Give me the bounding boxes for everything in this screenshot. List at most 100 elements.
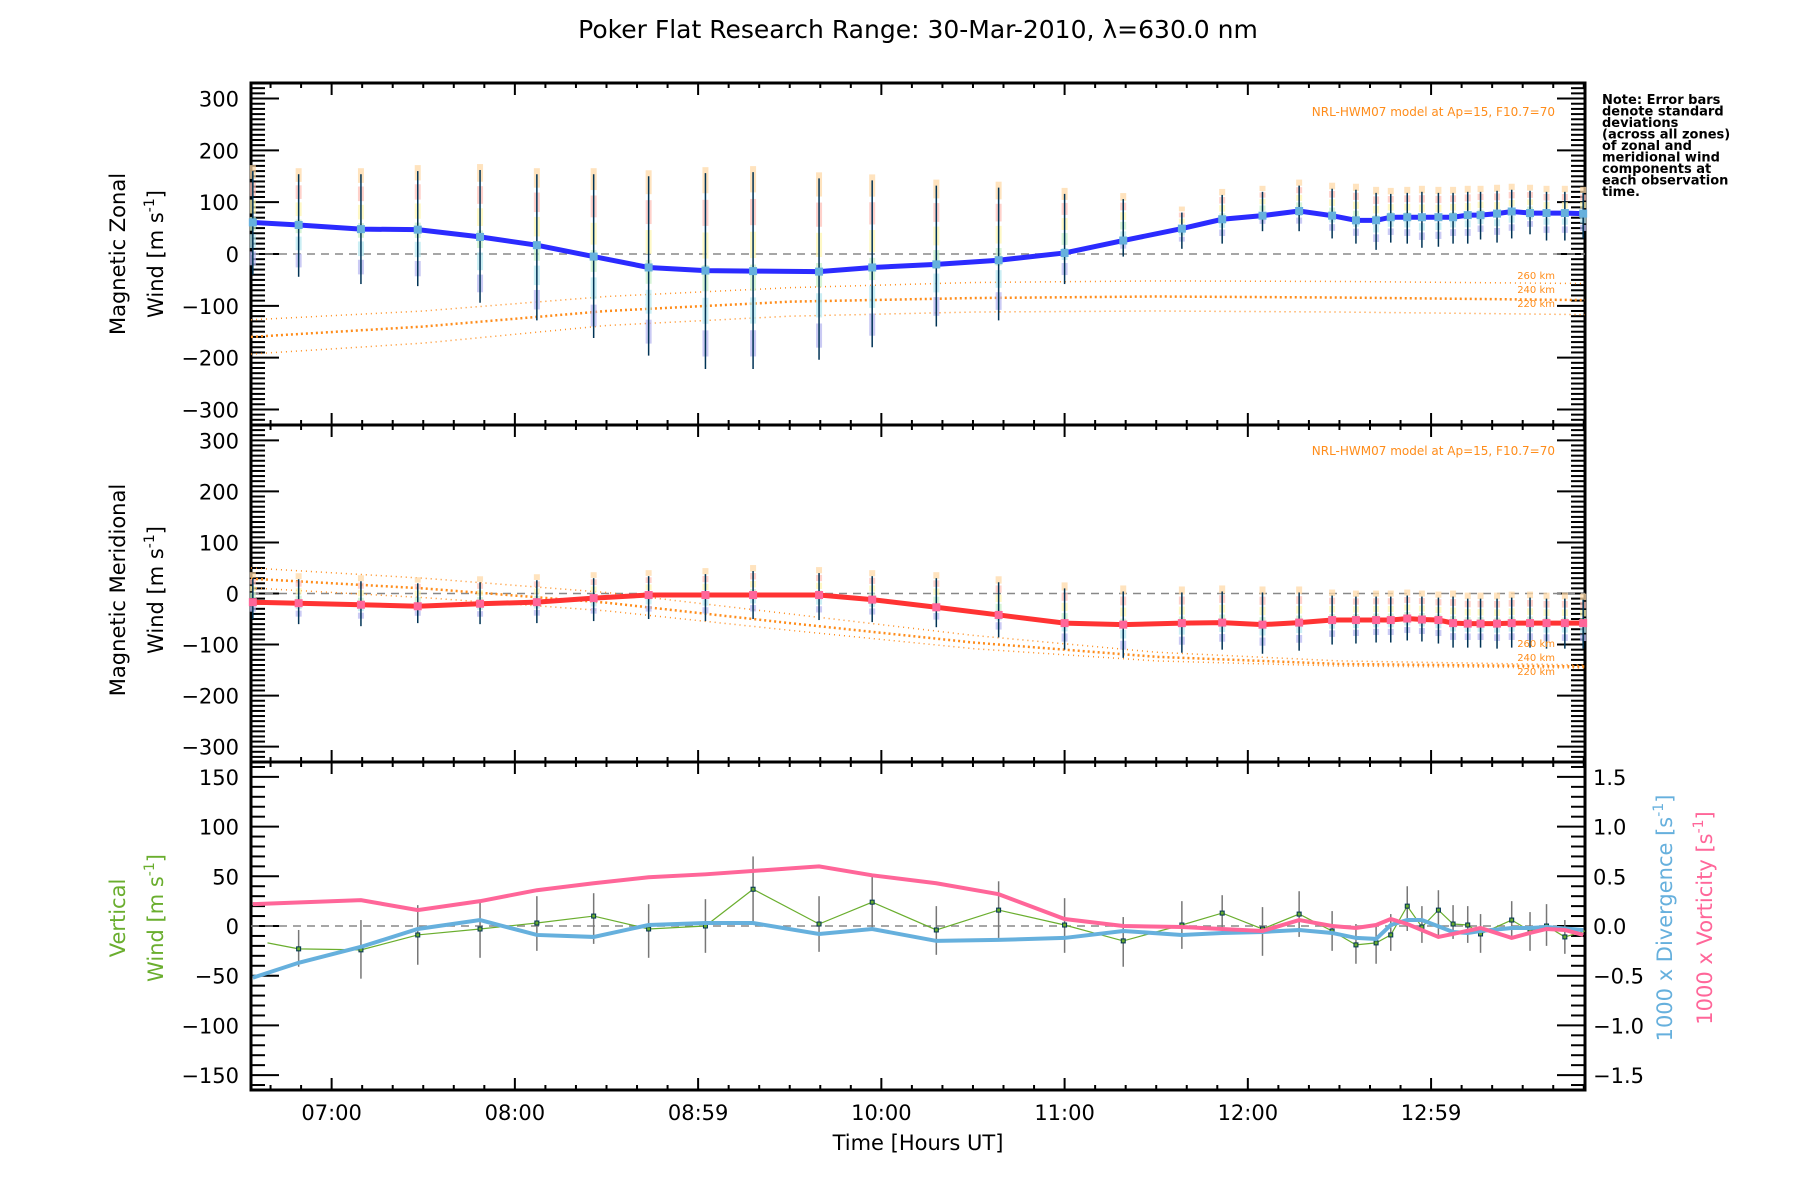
zone-scatter	[645, 570, 652, 576]
model-altitude-label: 240 km	[1517, 285, 1555, 296]
model-line-220km	[250, 587, 1586, 669]
note-line: each observation	[1602, 174, 1728, 189]
data-point	[1579, 209, 1588, 218]
vertical-wind-point	[296, 946, 302, 952]
zone-scatter	[1404, 186, 1411, 194]
vertical-wind-point	[591, 913, 597, 919]
data-point	[815, 267, 824, 276]
data-point	[1372, 616, 1381, 625]
zone-scatter	[1387, 590, 1394, 597]
vertical-ylabel: Vertical Wind [m s-1]	[106, 854, 168, 982]
y-tick-label: 0	[226, 243, 239, 267]
data-point	[248, 598, 257, 607]
zone-scatter	[702, 568, 709, 575]
data-point	[1328, 211, 1337, 220]
meridional-ylabel: Magnetic Meridional Wind [m s-1]	[106, 484, 168, 696]
zone-scatter	[1259, 185, 1266, 192]
vertical-wind-point	[869, 899, 875, 905]
y-tick-label: −200	[181, 347, 239, 371]
vertical-wind-point	[1373, 940, 1379, 946]
data-point	[932, 260, 941, 269]
data-point	[1328, 616, 1337, 625]
data-point	[1372, 216, 1381, 225]
model-line-220km	[250, 310, 1586, 355]
zone-scatter	[1561, 185, 1568, 193]
data-point	[1218, 618, 1227, 627]
vertical-wind-point	[1296, 911, 1302, 917]
vertical-wind-point	[534, 920, 540, 926]
zone-scatter	[816, 567, 823, 574]
data-point	[644, 591, 653, 600]
zone-scatter	[414, 577, 421, 583]
y-tick-label: −100	[181, 1014, 239, 1038]
vertical-ylabel-line2: Wind [m s-1]	[142, 854, 168, 982]
zone-scatter	[1527, 184, 1534, 191]
data-point	[1258, 620, 1267, 629]
zonal-ylabel-line2: Wind [m s-1]	[142, 190, 168, 318]
y-tick-label: −200	[181, 685, 239, 709]
zone-scatter	[1373, 590, 1380, 597]
y-tick-label: −300	[181, 398, 239, 422]
zone-scatter	[869, 570, 876, 577]
zone-scatter	[1494, 184, 1501, 192]
vertical-wind-point	[1465, 922, 1471, 928]
vertical-wind-panel: −150 −100 −50 0 50 100 150 −1.5 −1.0 −0.5 0.0 0.5 1.…	[181, 760, 1644, 1125]
zone-scatter	[1352, 590, 1359, 597]
observed-line	[252, 592, 1584, 628]
note-line: time.	[1602, 185, 1640, 200]
y2-tick-label: 1.0	[1593, 816, 1626, 840]
y-tick-label: 0	[226, 583, 239, 607]
data-point	[1177, 224, 1186, 233]
vertical-wind-point	[1219, 910, 1225, 916]
vertical-wind-point	[1388, 932, 1394, 938]
zone-scatter	[1329, 589, 1336, 597]
y-tick-label: 100	[199, 191, 239, 215]
data-point	[1119, 236, 1128, 245]
meridional-model-note: NRL-HWM07 model at Ap=15, F10.7=70	[1312, 444, 1555, 458]
data-point	[1351, 616, 1360, 625]
data-point	[1579, 619, 1588, 628]
model-altitude-label: 220 km	[1517, 667, 1555, 678]
zone-scatter	[1259, 586, 1266, 595]
zone-scatter	[1296, 586, 1303, 595]
vorticity-y2label: 1000 x Vorticity [s-1]	[1691, 811, 1717, 1025]
data-point	[1526, 619, 1535, 628]
data-point	[413, 225, 422, 234]
note-line: of zonal and	[1602, 139, 1692, 154]
zonal-wind-panel: −300 −200 −100 0 100 200 300 260 km 240 km 220 km	[181, 81, 1588, 427]
data-point	[868, 263, 877, 272]
data-point	[815, 591, 824, 600]
x-tick-label: 08:59	[668, 1101, 729, 1125]
x-tick-label: 11:00	[1034, 1101, 1095, 1125]
zone-scatter	[1404, 589, 1411, 596]
vorticity-y2label-text: 1000 x Vorticity [s-1]	[1691, 811, 1717, 1025]
data-point	[1507, 207, 1516, 216]
chart-title: Poker Flat Research Range: 30-Mar-2010, …	[578, 15, 1258, 44]
vertical-wind-point	[750, 886, 756, 892]
y2-tick-label: −1.0	[1593, 1014, 1644, 1038]
x-tick-label: 12:00	[1218, 1101, 1279, 1125]
vertical-ylabel-line1: Vertical	[106, 879, 130, 958]
data-point	[1403, 213, 1412, 222]
model-line-260km	[250, 567, 1586, 666]
x-tick-label: 08:00	[485, 1101, 546, 1125]
data-point	[1493, 619, 1502, 628]
data-point	[532, 598, 541, 607]
observed-line	[252, 208, 1584, 275]
zone-scatter	[1580, 186, 1587, 193]
data-point	[1493, 209, 1502, 218]
zone-scatter	[1418, 590, 1425, 597]
y2-tick-label: 0.0	[1593, 915, 1626, 939]
zone-scatter	[1527, 591, 1534, 599]
data-point	[994, 256, 1003, 265]
zone-scatter	[1352, 183, 1359, 191]
zone-scatter	[933, 572, 940, 579]
vertical-wind-point	[1562, 934, 1568, 940]
meridional-wind-panel: −300 −200 −100 0 100 200 300 260 km 240 km 220 km	[181, 423, 1588, 764]
vertical-wind-point	[1509, 917, 1515, 923]
data-point	[476, 232, 485, 241]
vertical-wind-point	[1120, 938, 1126, 944]
data-point	[1560, 619, 1569, 628]
zone-scatter	[1120, 193, 1127, 201]
